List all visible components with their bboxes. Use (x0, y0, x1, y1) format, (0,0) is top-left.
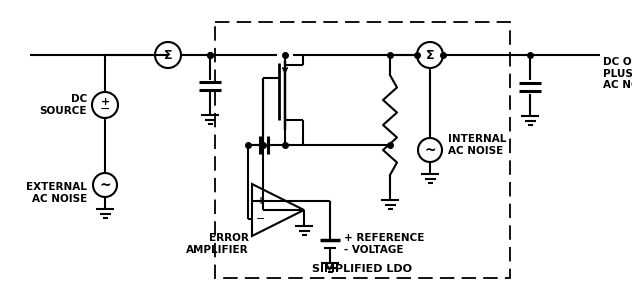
Text: Σ: Σ (164, 49, 173, 62)
Text: ERROR
AMPLIFIER: ERROR AMPLIFIER (186, 233, 249, 255)
Bar (215, 22, 510, 278)
Text: ~: ~ (99, 179, 111, 193)
Text: SIMPLIFIED LDO: SIMPLIFIED LDO (312, 264, 413, 274)
Text: −: − (257, 214, 265, 224)
Text: DC OUTPUT
PLUS
AC NOISE: DC OUTPUT PLUS AC NOISE (603, 57, 632, 90)
Text: EXTERNAL
AC NOISE: EXTERNAL AC NOISE (26, 182, 87, 204)
Text: +: + (100, 97, 109, 107)
Text: +: + (257, 196, 265, 206)
Text: Σ: Σ (426, 49, 434, 62)
Text: + REFERENCE
- VOLTAGE: + REFERENCE - VOLTAGE (344, 233, 424, 255)
Text: −: − (100, 103, 110, 115)
Text: ~: ~ (424, 144, 436, 158)
Text: DC
SOURCE: DC SOURCE (39, 94, 87, 116)
Text: INTERNAL
AC NOISE: INTERNAL AC NOISE (448, 134, 506, 156)
